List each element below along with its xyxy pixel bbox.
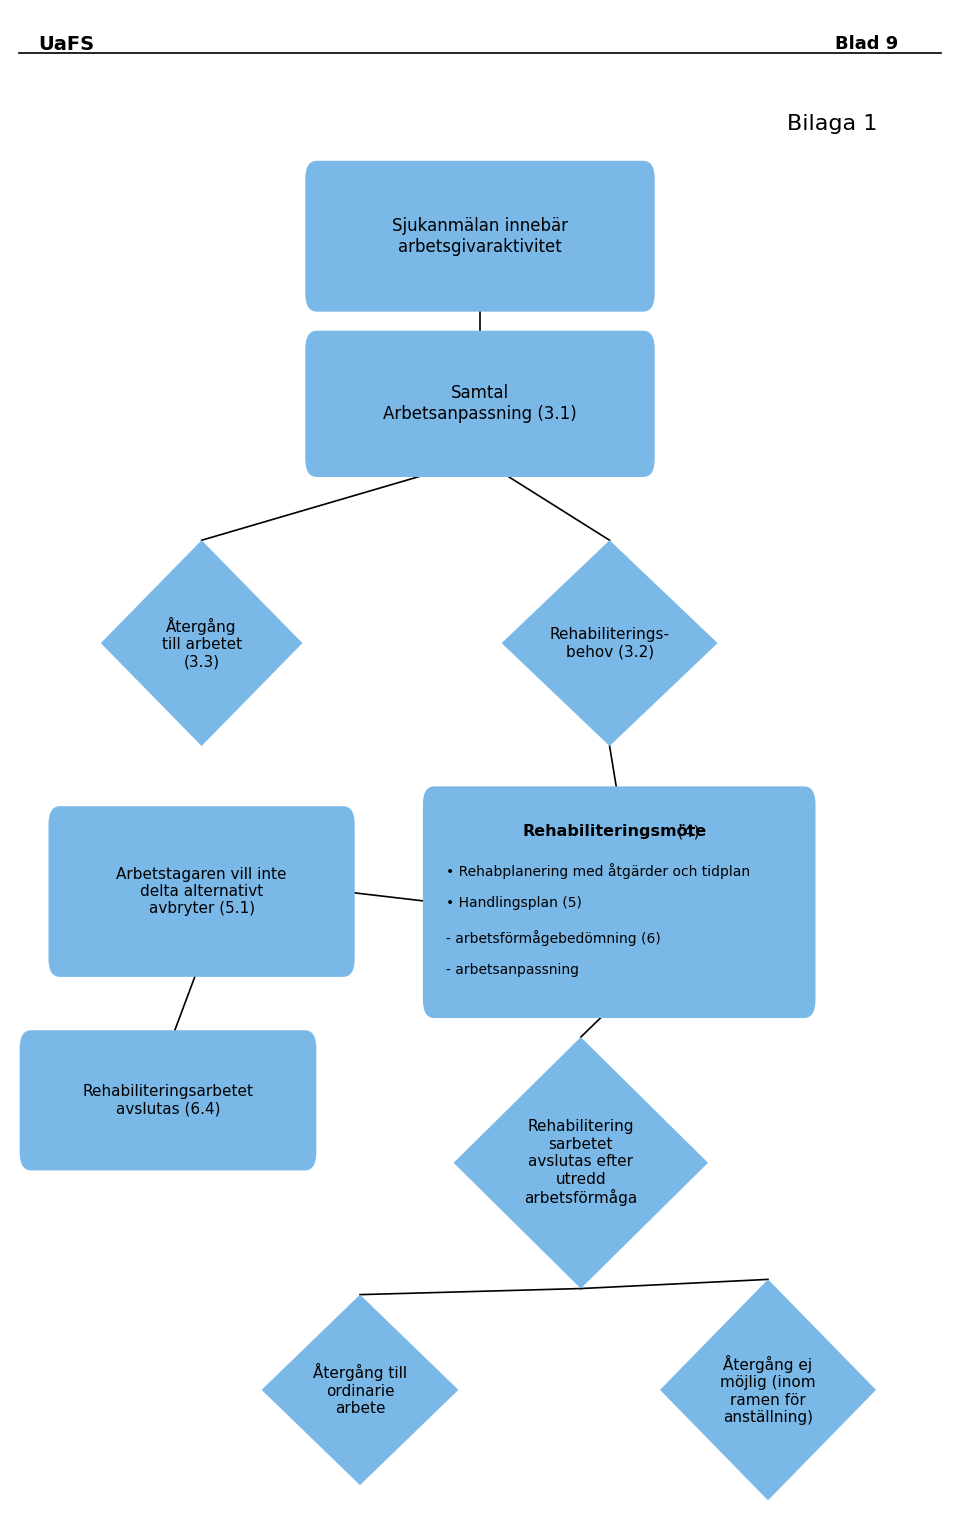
Text: Rehabiliteringsarbetet
avslutas (6.4): Rehabiliteringsarbetet avslutas (6.4)	[83, 1084, 253, 1117]
Polygon shape	[453, 1038, 708, 1289]
Text: UaFS: UaFS	[38, 35, 94, 53]
Text: Rehabiliterings-
behov (3.2): Rehabiliterings- behov (3.2)	[549, 626, 670, 660]
Text: Sjukanmälan innebär
arbetsgivaraktivitet: Sjukanmälan innebär arbetsgivaraktivitet	[392, 216, 568, 256]
FancyBboxPatch shape	[48, 806, 354, 977]
Text: Rehabiliteringsmöte: Rehabiliteringsmöte	[522, 824, 707, 840]
Text: Återgång ej
möjlig (inom
ramen för
anställning): Återgång ej möjlig (inom ramen för anstä…	[720, 1355, 816, 1425]
Text: Återgång
till arbetet
(3.3): Återgång till arbetet (3.3)	[161, 617, 242, 669]
Text: - arbetsanpassning: - arbetsanpassning	[445, 963, 579, 977]
FancyBboxPatch shape	[305, 331, 655, 477]
Polygon shape	[660, 1280, 876, 1500]
Text: Återgång till
ordinarie
arbete: Återgång till ordinarie arbete	[313, 1364, 407, 1416]
Text: Arbetstagaren vill inte
delta alternativt
avbryter (5.1): Arbetstagaren vill inte delta alternativ…	[116, 867, 287, 916]
Text: • Rehabplanering med åtgärder och tidplan: • Rehabplanering med åtgärder och tidpla…	[445, 863, 750, 878]
Polygon shape	[501, 541, 718, 747]
Polygon shape	[261, 1295, 459, 1484]
Text: Bilaga 1: Bilaga 1	[787, 114, 877, 134]
Text: (4): (4)	[672, 824, 700, 840]
Text: - arbetsförmågebedömning (6): - arbetsförmågebedömning (6)	[445, 930, 660, 945]
Text: Blad 9: Blad 9	[835, 35, 899, 53]
Polygon shape	[101, 541, 302, 747]
Text: Samtal
Arbetsanpassning (3.1): Samtal Arbetsanpassning (3.1)	[383, 384, 577, 424]
FancyBboxPatch shape	[305, 162, 655, 312]
FancyBboxPatch shape	[19, 1030, 317, 1170]
FancyBboxPatch shape	[422, 786, 815, 1018]
Text: • Handlingsplan (5): • Handlingsplan (5)	[445, 896, 582, 910]
Text: Rehabilitering
sarbetet
avslutas efter
utredd
arbetsförmåga: Rehabilitering sarbetet avslutas efter u…	[524, 1119, 637, 1207]
